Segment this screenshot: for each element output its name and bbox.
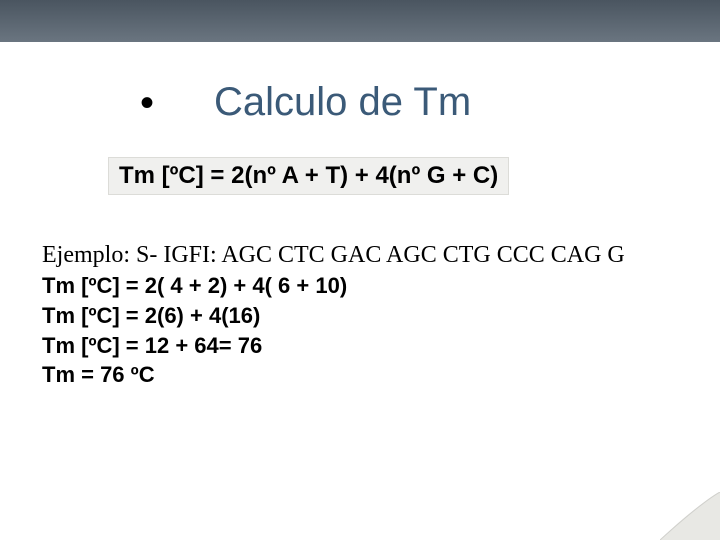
example-line: Tm = 76 ºC <box>42 360 720 390</box>
example-block: Ejemplo: S- IGFI: AGC CTC GAC AGC CTG CC… <box>42 239 720 390</box>
page-curl-icon <box>660 492 720 540</box>
example-header: Ejemplo: S- IGFI: AGC CTC GAC AGC CTG CC… <box>42 239 720 271</box>
example-line: Tm [ºC] = 12 + 64= 76 <box>42 331 720 361</box>
title-row: • Calculo de Tm <box>0 80 720 125</box>
slide-title: Calculo de Tm <box>214 80 471 125</box>
formula-box: Tm [ºC] = 2(nº A + T) + 4(nº G + C) <box>108 157 509 195</box>
example-line: Tm [ºC] = 2(6) + 4(16) <box>42 301 720 331</box>
bullet-icon: • <box>140 83 154 123</box>
header-band <box>0 0 720 42</box>
example-line: Tm [ºC] = 2( 4 + 2) + 4( 6 + 10) <box>42 271 720 301</box>
